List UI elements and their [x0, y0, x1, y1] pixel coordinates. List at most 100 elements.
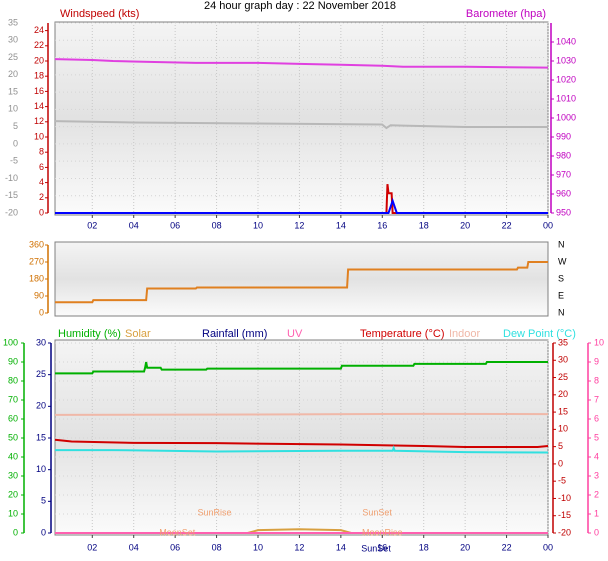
y-tick-label: 0 [558, 458, 563, 468]
y-tick-label: 90 [34, 290, 44, 300]
y-tick-label: 360 [29, 239, 44, 249]
y-tick-label: -20 [5, 207, 18, 217]
y-tick-label: 30 [558, 355, 568, 365]
series-line [54, 120, 548, 130]
x-tick-label: 06 [170, 542, 180, 552]
y-tick-label: -5 [558, 476, 566, 486]
y-tick-label: 24 [34, 25, 44, 35]
y-tick-label: 25 [36, 369, 46, 379]
y-tick-label: 30 [8, 470, 18, 480]
legend-entry: Indoor [449, 328, 481, 340]
annotation: SunRise [197, 507, 231, 517]
series-line [54, 438, 549, 448]
y-tick-label: 20 [8, 69, 18, 79]
y-tick-label: 1030 [556, 55, 576, 65]
y-tick-label: 10 [34, 131, 44, 141]
x-tick-label: 06 [170, 220, 180, 230]
y-tick-label: 970 [556, 169, 571, 179]
x-tick-label: 10 [253, 220, 263, 230]
y-tick-label: 5 [13, 121, 18, 131]
y-tick-label: N [558, 307, 565, 317]
y-tick-label: 40 [8, 451, 18, 461]
series-line [55, 261, 548, 304]
legend-entry: Temperature (°C) [360, 328, 444, 340]
series-line [54, 58, 549, 69]
y-tick-label: -10 [558, 493, 571, 503]
y-tick-label: 0 [39, 207, 44, 217]
x-tick-label: 18 [419, 220, 429, 230]
y-tick-label: -15 [5, 190, 18, 200]
axis-title: Barometer (hpa) [466, 8, 546, 20]
y-tick-label: W [558, 256, 567, 266]
y-tick-label: E [558, 290, 564, 300]
x-tick-label: 22 [502, 220, 512, 230]
x-tick-label: 02 [87, 542, 97, 552]
x-tick-label: 14 [336, 220, 346, 230]
y-tick-label: 100 [3, 337, 18, 347]
y-tick-label: 2 [594, 489, 599, 499]
series-line [55, 445, 549, 454]
y-tick-label: 80 [8, 375, 18, 385]
y-tick-label: 1040 [556, 36, 576, 46]
y-tick-label: 180 [29, 273, 44, 283]
y-tick-label: -10 [5, 173, 18, 183]
y-tick-label: 9 [594, 356, 599, 366]
x-tick-label: 16 [377, 542, 387, 552]
y-tick-label: 15 [36, 432, 46, 442]
x-tick-label: 14 [336, 542, 346, 552]
y-tick-label: 1 [594, 508, 599, 518]
legend-entry: Solar [125, 328, 151, 340]
legend-entry: Rainfall (mm) [202, 328, 267, 340]
y-tick-label: 30 [36, 337, 46, 347]
x-tick-label: 20 [460, 542, 470, 552]
x-tick-label: 20 [460, 220, 470, 230]
series-line [55, 361, 548, 375]
x-tick-label: 02 [87, 220, 97, 230]
y-tick-label: 90 [8, 356, 18, 366]
y-tick-label: 1020 [556, 74, 576, 84]
y-tick-label: 10 [8, 104, 18, 114]
y-tick-label: 4 [39, 177, 44, 187]
y-tick-label: 12 [34, 116, 44, 126]
y-tick-label: 20 [36, 401, 46, 411]
y-tick-label: 25 [8, 52, 18, 62]
y-tick-label: 30 [8, 35, 18, 45]
y-tick-label: 960 [556, 188, 571, 198]
y-tick-label: 950 [556, 207, 571, 217]
axis-title: Windspeed (kts) [60, 8, 139, 20]
y-tick-label: 20 [34, 55, 44, 65]
legend-entry: UV [287, 328, 303, 340]
x-tick-label: 12 [294, 220, 304, 230]
y-tick-label: 10 [36, 464, 46, 474]
y-tick-label: 6 [39, 162, 44, 172]
y-tick-label: 5 [594, 432, 599, 442]
y-tick-label: 60 [8, 413, 18, 423]
y-tick-label: 18 [34, 71, 44, 81]
y-tick-label: 1000 [556, 112, 576, 122]
plot-area [54, 241, 549, 317]
y-tick-label: 10 [594, 337, 604, 347]
x-tick-label: 04 [129, 542, 139, 552]
y-tick-label: 14 [34, 101, 44, 111]
x-tick-label: 16 [377, 220, 387, 230]
y-tick-label: N [558, 239, 565, 249]
y-tick-label: 15 [558, 406, 568, 416]
y-tick-label: 980 [556, 150, 571, 160]
x-tick-label: 08 [212, 220, 222, 230]
y-tick-label: 0 [41, 527, 46, 537]
y-tick-label: 4 [594, 451, 599, 461]
x-tick-label: 18 [419, 542, 429, 552]
y-tick-label: -5 [10, 156, 18, 166]
x-tick-label: 00 [543, 542, 553, 552]
y-tick-label: 0 [13, 527, 18, 537]
y-tick-label: 16 [34, 86, 44, 96]
y-tick-label: 25 [558, 372, 568, 382]
y-tick-label: 6 [594, 413, 599, 423]
y-tick-label: 0 [13, 138, 18, 148]
x-tick-label: 08 [212, 542, 222, 552]
x-tick-label: 10 [253, 542, 263, 552]
plot-area [54, 21, 549, 216]
y-tick-label: 5 [41, 496, 46, 506]
x-tick-label: 04 [129, 220, 139, 230]
